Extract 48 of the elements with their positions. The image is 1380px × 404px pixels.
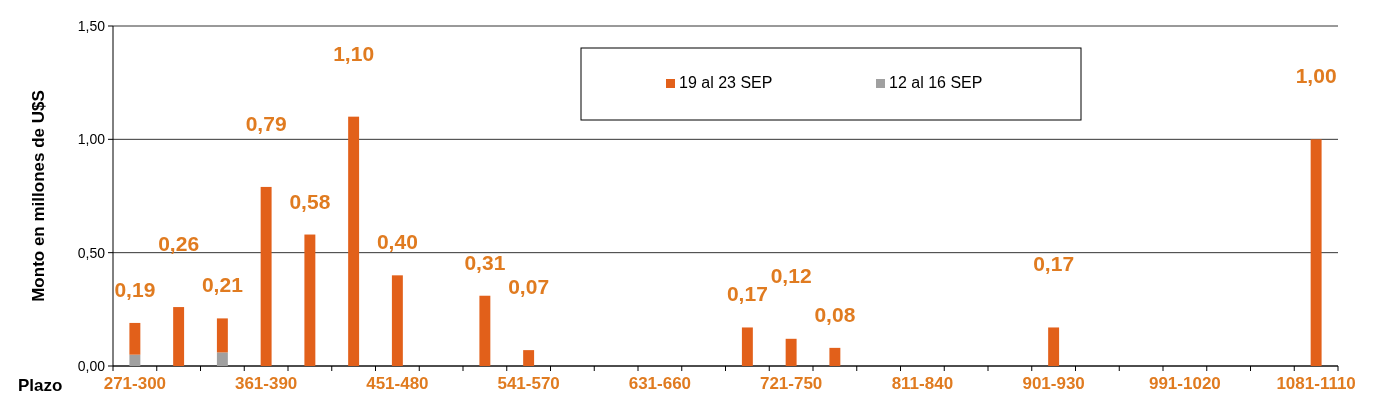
x-tick-label: 991-1020 xyxy=(1148,374,1221,393)
x-tick-label: 541-570 xyxy=(497,374,560,393)
bar xyxy=(523,350,535,366)
y-tick-label: 0,50 xyxy=(77,244,106,261)
x-tick-label: 811-840 xyxy=(891,374,954,393)
x-tick-label: 901-930 xyxy=(1022,374,1085,393)
total-label: 0,19 xyxy=(114,277,156,301)
x-tick-label: 361-390 xyxy=(234,374,298,393)
total-label: 0,07 xyxy=(508,275,550,299)
bar xyxy=(129,354,141,366)
total-label: 0,17 xyxy=(1033,252,1075,276)
bar xyxy=(348,116,360,366)
bar xyxy=(829,347,841,366)
bar xyxy=(129,322,141,355)
total-label: 0,79 xyxy=(245,111,287,135)
x-tick-label: 451-480 xyxy=(366,374,429,393)
y-axis-title: Monto en millones de U$S xyxy=(29,90,48,302)
bar xyxy=(741,327,753,366)
bar xyxy=(304,234,316,366)
bar xyxy=(216,318,228,353)
total-label: 0,40 xyxy=(376,230,418,254)
y-tick-label: 0,00 xyxy=(77,357,106,374)
bar xyxy=(173,307,185,366)
bar xyxy=(479,295,491,366)
total-label: 1,00 xyxy=(1295,64,1337,88)
total-label: 0,31 xyxy=(464,250,506,274)
y-tick-label: 1,50 xyxy=(77,17,106,34)
x-tick-label: 271-300 xyxy=(103,374,167,393)
legend-label: 12 al 16 SEP xyxy=(889,74,983,91)
bar xyxy=(216,352,228,366)
bar xyxy=(1310,139,1322,366)
bar xyxy=(785,338,797,366)
bar xyxy=(1048,327,1060,366)
total-label: 0,26 xyxy=(158,232,200,256)
total-label: 0,58 xyxy=(289,189,331,213)
total-label: 0,12 xyxy=(770,263,812,287)
y-tick-label: 1,00 xyxy=(77,131,106,148)
total-label: 0,17 xyxy=(726,282,768,306)
x-tick-label: 721-750 xyxy=(759,374,823,393)
x-tick-label: 631-660 xyxy=(628,374,692,393)
bar xyxy=(391,275,403,366)
total-label: 1,10 xyxy=(333,41,375,65)
bar xyxy=(260,186,272,366)
total-label: 0,08 xyxy=(814,302,856,326)
total-label: 0,21 xyxy=(201,273,244,297)
x-axis-title: Plazo xyxy=(18,376,63,395)
legend-label: 19 al 23 SEP xyxy=(679,74,773,91)
x-tick-label: 1081-1110 xyxy=(1276,374,1356,393)
